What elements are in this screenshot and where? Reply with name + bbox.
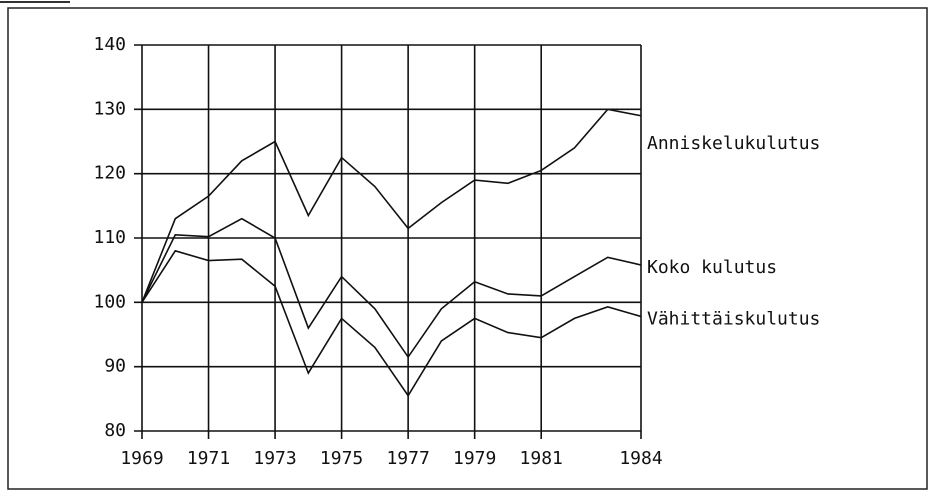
y-tick-label: 80	[104, 420, 126, 441]
x-tick-label: 1971	[187, 448, 230, 469]
series-label: Vähittäiskulutus	[647, 308, 820, 329]
x-tick-label: 1975	[320, 448, 363, 469]
series-label: Anniskelukulutus	[647, 133, 820, 154]
y-tick-label: 100	[93, 291, 126, 312]
x-tick-label: 1973	[253, 448, 296, 469]
y-tick-label: 120	[93, 163, 126, 184]
x-tick-label: 1981	[520, 448, 563, 469]
y-tick-label: 140	[93, 34, 126, 55]
y-tick-label: 130	[93, 98, 126, 119]
x-tick-label: 1984	[619, 448, 662, 469]
x-tick-label: 1977	[386, 448, 429, 469]
y-tick-label: 90	[104, 356, 126, 377]
x-tick-label: 1979	[453, 448, 496, 469]
series-line	[141, 108, 642, 303]
series-label: Koko kulutus	[647, 257, 777, 278]
series-line	[141, 249, 642, 398]
series-line	[141, 217, 642, 359]
y-tick-label: 110	[93, 227, 126, 248]
frame	[7, 7, 928, 490]
x-tick-label: 1969	[120, 448, 163, 469]
